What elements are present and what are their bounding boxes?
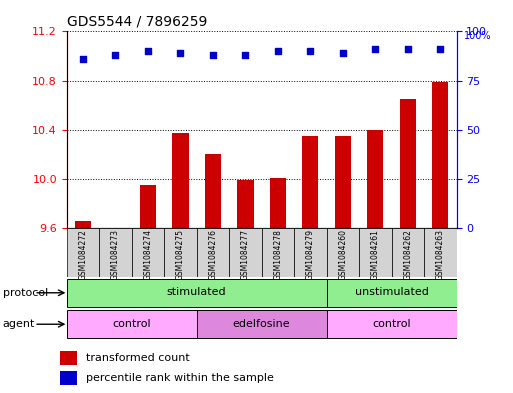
Text: 100%: 100% — [464, 31, 492, 41]
Point — [111, 52, 120, 58]
FancyBboxPatch shape — [327, 310, 457, 338]
FancyBboxPatch shape — [262, 228, 294, 277]
Bar — [432, 82, 448, 228]
Bar — [140, 185, 156, 228]
Text: protocol: protocol — [3, 288, 48, 298]
Text: GSM1084263: GSM1084263 — [436, 230, 445, 281]
Bar — [334, 136, 351, 228]
Text: control: control — [372, 319, 411, 329]
Bar — [75, 220, 91, 228]
Text: agent: agent — [3, 319, 35, 329]
Text: transformed count: transformed count — [86, 353, 190, 363]
Bar — [60, 371, 77, 385]
FancyBboxPatch shape — [229, 228, 262, 277]
FancyBboxPatch shape — [359, 228, 391, 277]
Text: GSM1084274: GSM1084274 — [144, 230, 152, 281]
Bar — [205, 154, 221, 228]
FancyBboxPatch shape — [67, 228, 99, 277]
FancyBboxPatch shape — [67, 310, 196, 338]
FancyBboxPatch shape — [99, 228, 132, 277]
Point — [79, 56, 87, 62]
Text: GSM1084262: GSM1084262 — [403, 230, 412, 280]
Point — [404, 46, 412, 52]
FancyBboxPatch shape — [196, 228, 229, 277]
Text: unstimulated: unstimulated — [354, 287, 428, 297]
Point — [241, 52, 249, 58]
Bar — [172, 133, 188, 228]
Point — [176, 50, 185, 56]
FancyBboxPatch shape — [327, 279, 457, 307]
Bar — [270, 178, 286, 228]
Text: GSM1084272: GSM1084272 — [78, 230, 87, 280]
Point — [144, 48, 152, 54]
Bar — [367, 130, 383, 228]
Text: edelfosine: edelfosine — [233, 319, 290, 329]
Text: GSM1084276: GSM1084276 — [208, 230, 218, 281]
FancyBboxPatch shape — [67, 279, 327, 307]
FancyBboxPatch shape — [164, 228, 196, 277]
Point — [274, 48, 282, 54]
Bar — [302, 136, 319, 228]
Bar — [400, 99, 416, 228]
FancyBboxPatch shape — [391, 228, 424, 277]
Text: GSM1084273: GSM1084273 — [111, 230, 120, 281]
Point — [306, 48, 314, 54]
Text: GSM1084279: GSM1084279 — [306, 230, 315, 281]
Text: control: control — [112, 319, 151, 329]
FancyBboxPatch shape — [327, 228, 359, 277]
Text: GSM1084261: GSM1084261 — [371, 230, 380, 280]
Bar — [237, 180, 253, 228]
Point — [339, 50, 347, 56]
Point — [371, 46, 380, 52]
Text: GSM1084275: GSM1084275 — [176, 230, 185, 281]
Text: GSM1084278: GSM1084278 — [273, 230, 282, 280]
Bar — [60, 351, 77, 365]
Point — [209, 52, 217, 58]
Text: GSM1084260: GSM1084260 — [339, 230, 347, 281]
Text: GSM1084277: GSM1084277 — [241, 230, 250, 281]
Text: percentile rank within the sample: percentile rank within the sample — [86, 373, 274, 383]
FancyBboxPatch shape — [424, 228, 457, 277]
Point — [436, 46, 444, 52]
FancyBboxPatch shape — [294, 228, 327, 277]
Text: stimulated: stimulated — [167, 287, 226, 297]
FancyBboxPatch shape — [196, 310, 327, 338]
FancyBboxPatch shape — [132, 228, 164, 277]
Text: GDS5544 / 7896259: GDS5544 / 7896259 — [67, 15, 207, 29]
